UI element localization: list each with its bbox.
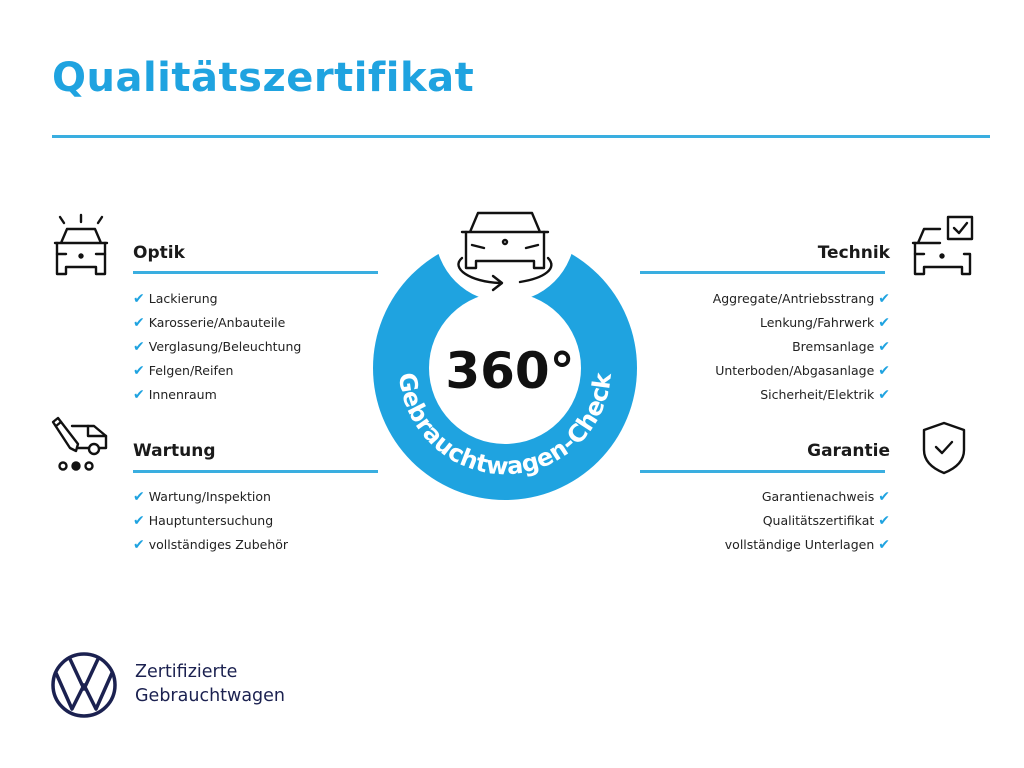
- section-heading-optik: Optik: [133, 243, 185, 263]
- check-icon: ✔: [133, 387, 145, 403]
- badge-number: 360°: [445, 342, 574, 400]
- list-item: ✔ vollständiges Zubehör: [133, 537, 289, 553]
- list-item: Garantienachweis ✔: [761, 489, 890, 505]
- check-icon: ✔: [133, 291, 145, 307]
- list-item: ✔ Verglasung/Beleuchtung: [133, 339, 302, 355]
- check-icon: ✔: [133, 513, 145, 529]
- section-divider-wartung: [133, 470, 378, 473]
- check-icon: ✔: [878, 363, 890, 379]
- footer-brand-text: Zertifizierte Gebrauchtwagen: [135, 660, 285, 708]
- check-icon: ✔: [878, 339, 890, 355]
- check-icon: ✔: [133, 489, 145, 505]
- check-icon: ✔: [878, 291, 890, 307]
- section-heading-wartung: Wartung: [133, 441, 216, 461]
- check-icon: ✔: [878, 387, 890, 403]
- section-divider-garantie: [640, 470, 885, 473]
- check-icon: ✔: [878, 537, 890, 553]
- car-checkbox-icon: [911, 215, 974, 276]
- shield-check-icon: [922, 421, 966, 475]
- check-icon: ✔: [133, 315, 145, 331]
- list-item: Lenkung/Fahrwerk ✔: [760, 315, 890, 331]
- check-icon: ✔: [133, 537, 145, 553]
- title-divider: [52, 135, 990, 138]
- section-heading-garantie: Garantie: [807, 441, 890, 461]
- list-item: Sicherheit/Elektrik ✔: [760, 387, 890, 403]
- list-optik: ✔ Lackierung ✔ Karosserie/Anbauteile ✔ Verg…: [133, 287, 301, 407]
- vw-logo: [51, 652, 117, 718]
- check-icon: ✔: [878, 489, 890, 505]
- list-item: Aggregate/Antriebsstrang ✔: [712, 291, 890, 307]
- page-title: Qualitätszertifikat: [52, 55, 475, 101]
- list-item: ✔ Hauptuntersuchung: [133, 513, 274, 529]
- list-garantie: Garantienachweis ✔ Qualitätszertifikat ✔ v…: [725, 485, 890, 557]
- check-icon: ✔: [878, 513, 890, 529]
- list-item: ✔ Felgen/Reifen: [133, 363, 234, 379]
- service-van-icon: [51, 416, 108, 471]
- check-icon: ✔: [133, 339, 145, 355]
- 360-check-badge: Gebrauchtwagen-Check 360°: [373, 195, 637, 500]
- footer-line-2: Gebrauchtwagen: [135, 686, 286, 706]
- list-item: Qualitätszertifikat ✔: [762, 513, 890, 529]
- check-icon: ✔: [133, 363, 145, 379]
- car-lights-icon: [53, 213, 109, 276]
- section-heading-technik: Technik: [817, 243, 890, 263]
- list-item: ✔ Lackierung: [133, 291, 218, 307]
- list-item: Unterboden/Abgasanlage ✔: [715, 363, 890, 379]
- section-divider-optik: [133, 271, 378, 274]
- list-technik: Aggregate/Antriebsstrang ✔ Lenkung/Fahrwe…: [713, 287, 890, 407]
- car-rotate-icon: [457, 211, 553, 292]
- section-divider-technik: [640, 271, 885, 274]
- list-item: ✔ Karosserie/Anbauteile: [133, 315, 286, 331]
- list-item: vollständige Unterlagen ✔: [724, 537, 890, 553]
- list-item: ✔ Innenraum: [133, 387, 217, 403]
- list-item: Bremsanlage ✔: [792, 339, 890, 355]
- check-icon: ✔: [878, 315, 890, 331]
- footer-line-1: Zertifizierte: [135, 662, 238, 682]
- list-item: ✔ Wartung/Inspektion: [133, 489, 271, 505]
- list-wartung: ✔ Wartung/Inspektion ✔ Hauptuntersuchung ✔…: [133, 485, 288, 557]
